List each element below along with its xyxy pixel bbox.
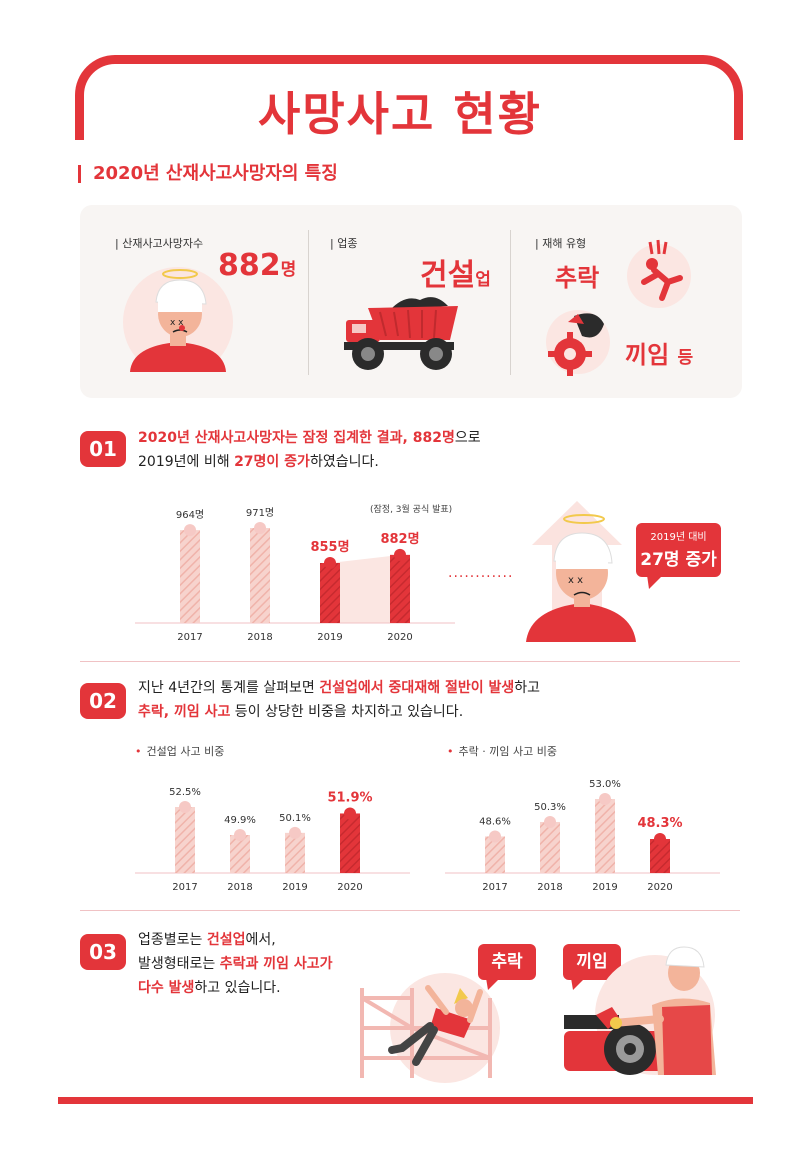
caught-label: 끼임 등 [625,341,694,369]
point2-statement: 지난 4년간의 통계를 살펴보면 건설업에서 중대재해 절반이 발생하고 추락,… [138,680,540,720]
fall-caught-share-chart: 48.6% 2017 50.3% 2018 53.0% 2019 48.3% 2020 [445,779,720,893]
section-divider [80,910,740,911]
dotted-connector: ............ [448,565,514,581]
industry-label: | 업종 [330,237,358,250]
chart-bar-dot [599,793,611,805]
data-label: 52.5% [169,787,201,798]
x-tick-label: 2018 [537,882,562,893]
chart-bar-dot [289,826,301,839]
chart-bar [180,530,200,623]
chart-bar [230,835,250,873]
deaths-label: | 산재사고사망자수 [115,237,204,250]
chart-bar [340,813,360,873]
chart-bar-dot [254,522,266,534]
fall-bubble: 추락 [478,944,536,980]
chart-bar [250,528,270,623]
point3-statement: 업종별로는 건설업에서, 발생형태로는 추락과 끼임 사고가 다수 발생하고 있… [138,932,333,996]
scaffold-fall-illustration [360,973,500,1083]
data-label: 48.3% [637,816,682,831]
data-label: 882명 [380,531,419,547]
section-title: 2020년 산재사고사망자의 특징 [78,165,338,183]
data-label: 50.1% [279,813,311,824]
card-divider [308,230,309,375]
x-tick-label: 2019 [317,632,342,643]
chart-bar-dot [344,807,356,820]
chart-bar [485,836,505,873]
chart-bar-dot [324,557,336,569]
page-title: 사망사고 현황 [258,87,542,141]
bottom-rule [58,1097,753,1104]
chart-bar [540,821,560,873]
data-label: 964명 [176,509,204,521]
bubble-tail [571,978,585,990]
injured-worker-icon: x x [123,267,233,372]
caught-machine-illustration [564,946,716,1075]
dump-truck-icon [344,297,458,370]
bubble-tail [486,978,500,990]
falling-person-icon [627,239,691,308]
chart-bar-dot [544,815,556,828]
data-label: 49.9% [224,815,256,826]
title-frame [75,55,743,140]
chart-bar [390,554,410,623]
deaths-value: 882명 [218,248,297,283]
x-tick-label: 2018 [247,632,272,643]
x-tick-label: 2019 [592,882,617,893]
chart-bar [595,799,615,873]
provisional-note: (잠정, 3월 공식 발표) [370,505,453,515]
chart-title-construction: 건설업 사고 비중 [135,743,225,759]
chart-bar-dot [179,801,191,813]
point-number-badge: 01 [80,431,126,467]
trend-area [330,554,400,623]
section-divider [80,661,740,662]
chart-title-fall-caught: 추락 · 끼임 사고 비중 [447,743,557,759]
deaths-bar-chart: 964명 2017 971명 2018 855명 2019 882명 2020 [135,507,455,643]
worker-arrow-icon: x x [526,501,636,642]
construction-share-chart: 52.5% 2017 49.9% 2018 50.1% 2019 51.9% 2020 [135,787,410,893]
accident-type-label: | 재해 유형 [535,237,587,250]
data-label: 48.6% [479,816,511,827]
chart-bar [320,563,340,623]
card-divider [510,230,511,375]
chart-bar [285,832,305,873]
fall-label: 추락 [555,264,600,292]
x-tick-label: 2020 [647,882,672,893]
x-tick-label: 2018 [227,882,252,893]
chart-bar-dot [234,829,246,841]
chart-bar-dot [394,548,406,561]
chart-bar-dot [184,524,196,537]
x-tick-label: 2020 [337,882,362,893]
data-label: 51.9% [327,790,372,805]
bubble-tail [647,575,663,589]
x-tick-label: 2017 [172,882,197,893]
point-number-badge: 03 [80,934,126,970]
chart-bar-dot [489,830,501,843]
caught-in-gear-icon [546,310,610,376]
x-tick-label: 2017 [482,882,507,893]
chart-bar-dot [654,833,666,845]
chart-bar [175,807,195,873]
x-tick-label: 2020 [387,632,412,643]
data-label: 50.3% [534,802,566,813]
data-label: 855명 [310,539,349,555]
x-tick-label: 2019 [282,882,307,893]
svg-text:x x: x x [170,318,184,328]
increase-bubble: 2019년 대비 27명 증가 [636,523,721,577]
data-label: 53.0% [589,779,621,790]
data-label: 971명 [246,507,274,519]
industry-value: 건설업 [420,258,491,293]
point1-statement: 2020년 산재사고사망자는 잠정 집계한 결과, 882명으로 2019년에 … [138,430,481,470]
svg-text:x x: x x [568,575,583,586]
chart-bar [650,839,670,873]
x-tick-label: 2017 [177,632,202,643]
point-number-badge: 02 [80,683,126,719]
